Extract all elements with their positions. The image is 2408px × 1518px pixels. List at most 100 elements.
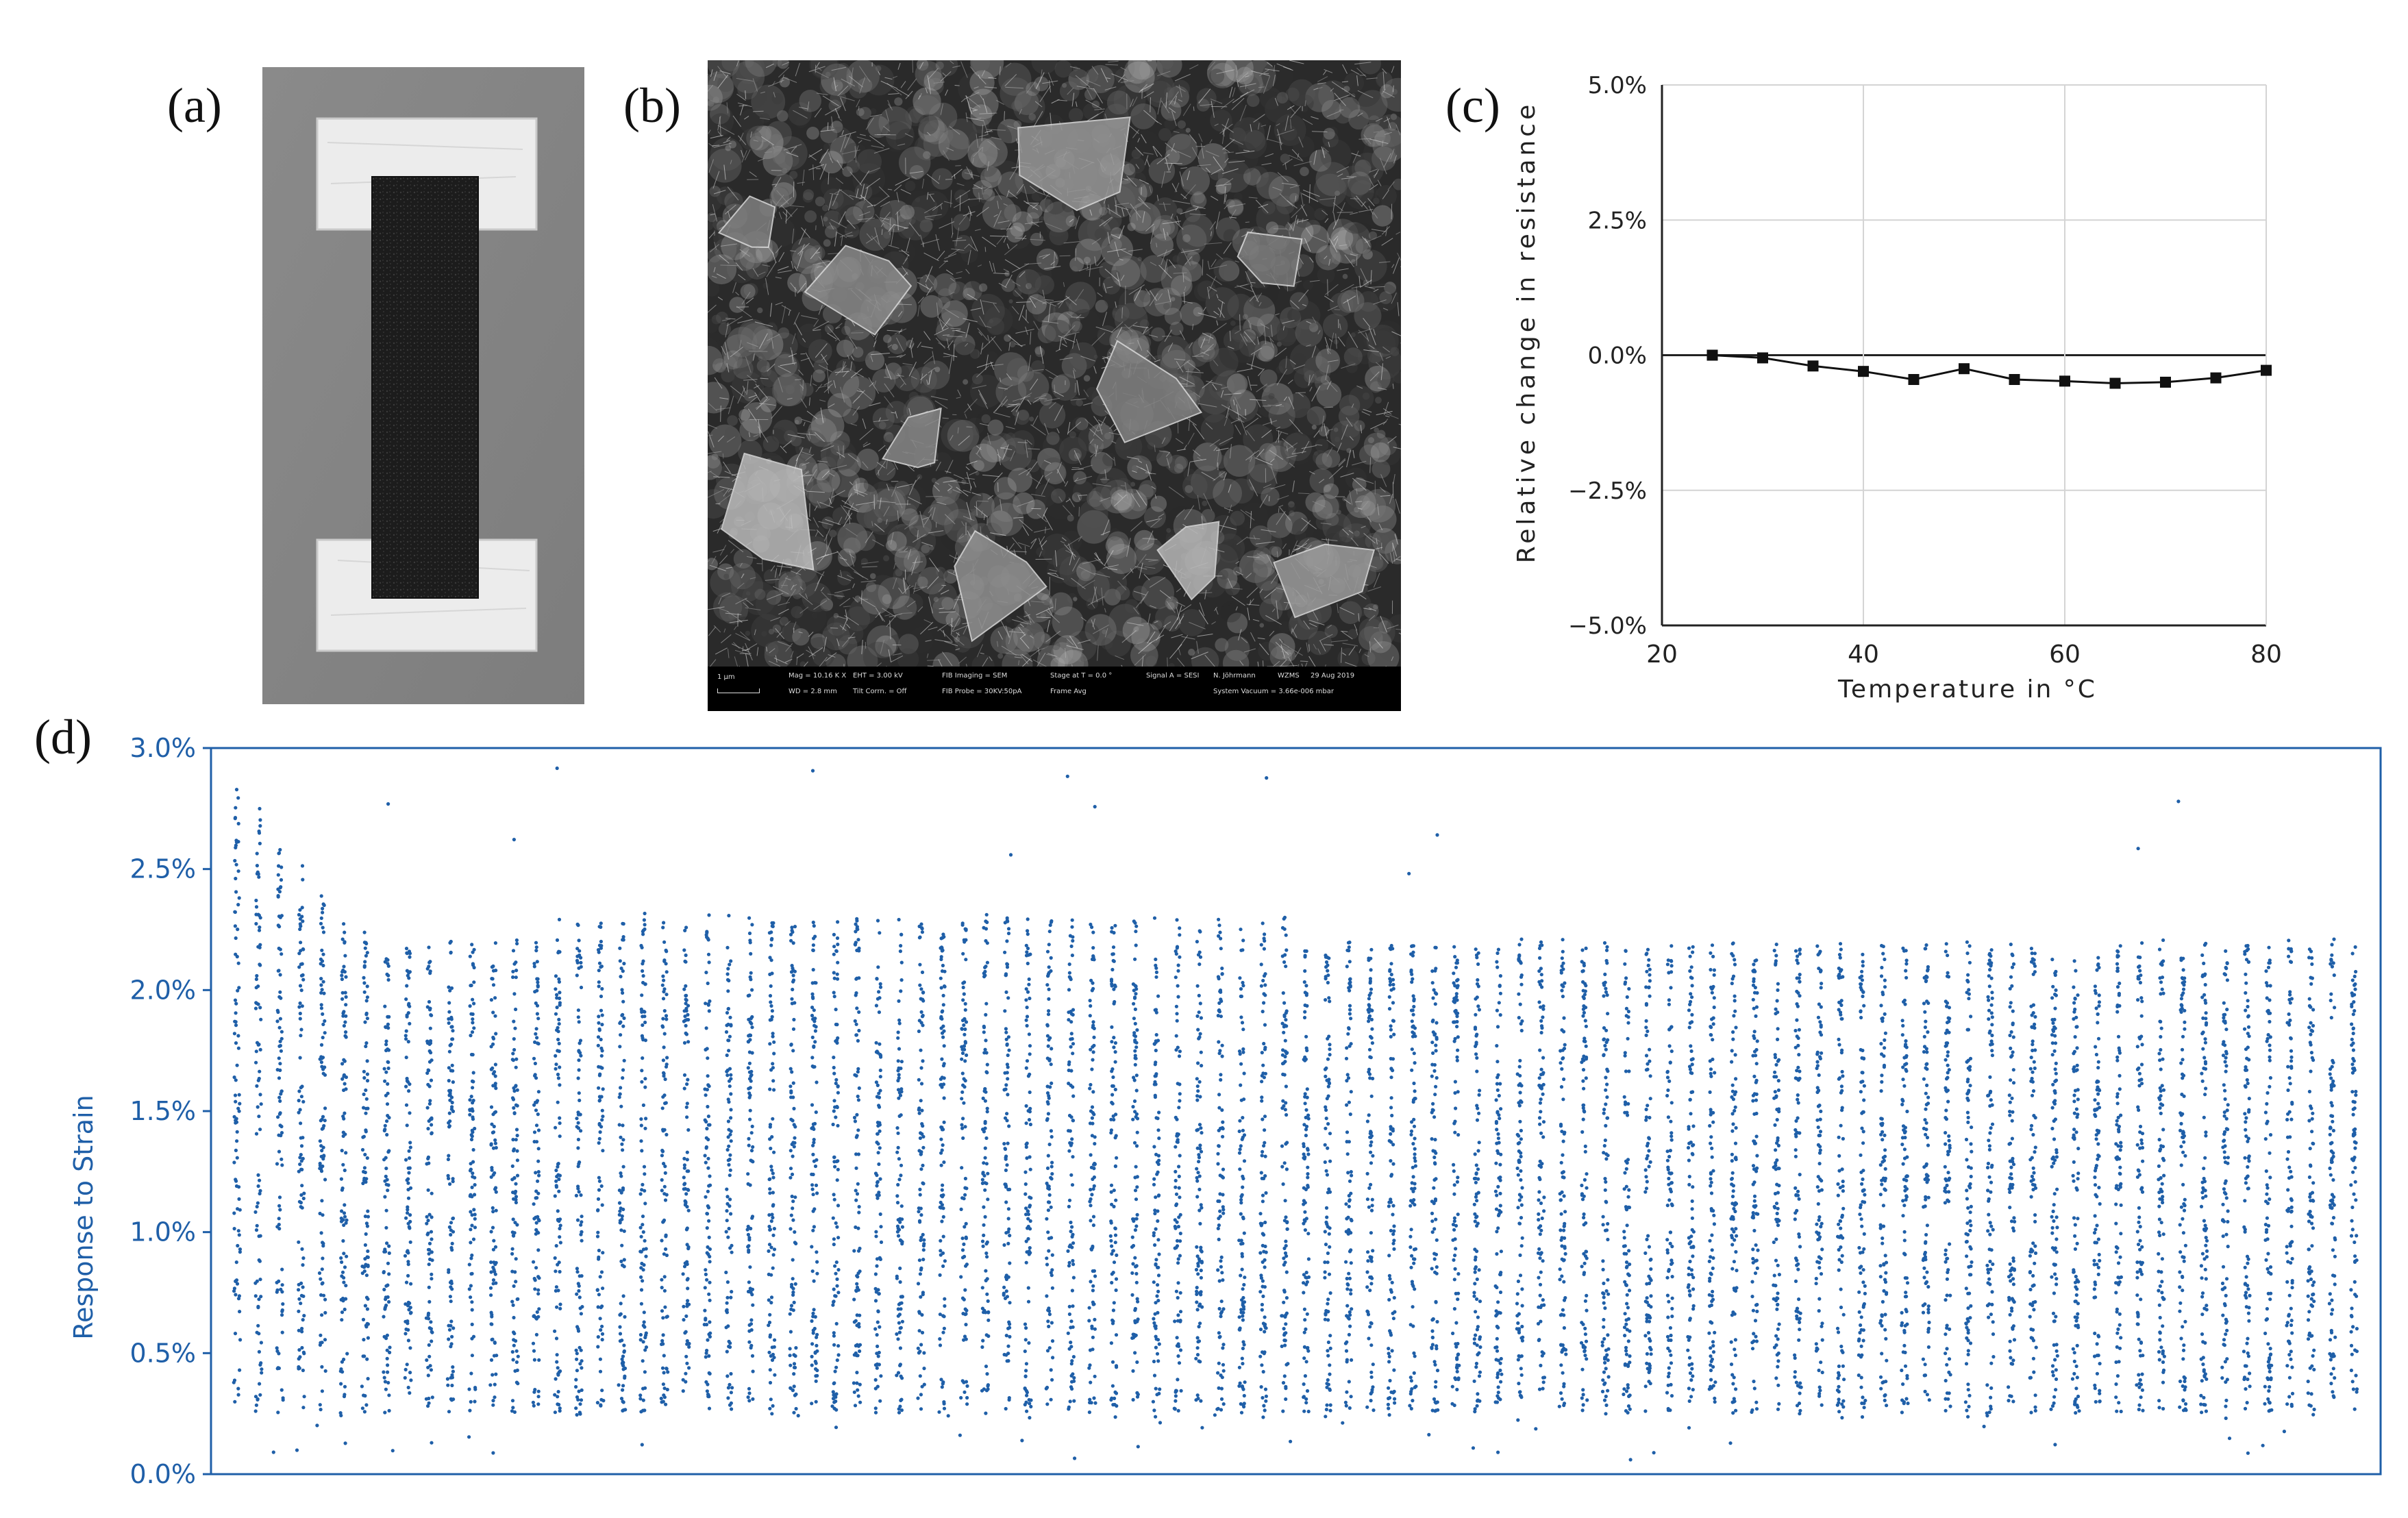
chart-d-point	[751, 1160, 754, 1163]
chart-d-point	[1174, 1407, 1177, 1410]
chart-d-point	[1195, 1167, 1198, 1171]
chart-d-point	[1178, 1054, 1181, 1058]
chart-d-point	[280, 952, 283, 956]
chart-d-point	[234, 1180, 238, 1183]
chart-d-point	[922, 1248, 926, 1252]
chart-d-point	[1367, 1113, 1371, 1117]
chart-c-xlabel: Temperature in °C	[1837, 675, 2097, 704]
chart-d-point	[404, 1332, 407, 1335]
chart-d-point	[598, 944, 601, 947]
chart-d-point	[1135, 1281, 1139, 1284]
chart-d-point	[899, 1173, 902, 1177]
chart-d-point	[941, 1195, 944, 1198]
chart-d-point	[297, 1283, 301, 1286]
chart-d-point	[234, 1002, 238, 1006]
chart-d-point	[641, 932, 645, 936]
chart-d-point	[1218, 1192, 1221, 1195]
chart-d-point	[771, 1117, 774, 1121]
chart-d-point	[408, 1225, 411, 1229]
chart-d-point	[408, 1391, 411, 1395]
chart-d-point	[1005, 1334, 1008, 1337]
chart-d-point	[833, 1294, 836, 1297]
chart-d-point	[1283, 953, 1287, 956]
chart-d-point	[771, 1234, 775, 1237]
chart-d-point	[834, 1078, 838, 1082]
chart-d-point	[472, 1071, 475, 1074]
chart-d-point	[384, 1175, 388, 1178]
chart-d-point	[597, 1035, 600, 1038]
chart-d-point	[321, 1244, 325, 1247]
chart-d-point	[1328, 1226, 1332, 1230]
chart-d-point	[1261, 1194, 1265, 1197]
chart-d-point	[1050, 1273, 1054, 1277]
chart-d-point	[725, 1219, 729, 1222]
chart-d-point	[558, 1134, 562, 1138]
chart-d-point	[408, 1149, 411, 1153]
chart-d-point	[660, 1178, 664, 1182]
chart-d-point	[277, 995, 281, 999]
chart-d-point	[686, 1040, 690, 1043]
chart-d-point	[558, 1235, 561, 1239]
chart-d-point	[236, 1064, 239, 1067]
chart-d-point	[1284, 1322, 1287, 1326]
chart-d-point	[665, 970, 669, 973]
chart-d-point	[513, 1410, 517, 1414]
chart-d-point	[1263, 1265, 1267, 1269]
chart-d-point	[874, 1272, 878, 1276]
chart-d-point	[386, 1082, 389, 1086]
chart-d-point	[343, 1169, 347, 1172]
chart-d-point	[427, 1252, 431, 1256]
chart-d-point	[1024, 1182, 1028, 1186]
chart-d-point	[1110, 1040, 1113, 1043]
chart-d-point	[1112, 952, 1115, 956]
chart-d-point	[1047, 1154, 1050, 1158]
chart-d-point	[856, 1286, 859, 1289]
chart-d-point	[789, 1043, 793, 1047]
chart-d-point	[558, 1004, 562, 1007]
chart-d-point	[789, 1227, 792, 1230]
chart-c-point	[2009, 374, 2020, 385]
chart-d-point	[408, 1371, 412, 1374]
chart-d-point	[986, 1319, 990, 1322]
chart-d-point	[662, 1333, 665, 1336]
chart-d-point	[408, 1167, 412, 1170]
chart-d-point	[812, 921, 815, 924]
chart-d-point	[255, 978, 258, 981]
chart-d-point	[1241, 1340, 1245, 1343]
chart-d-point	[300, 1184, 303, 1187]
chart-d-point	[1071, 1085, 1074, 1088]
chart-d-point	[1028, 1205, 1031, 1208]
chart-d-point	[941, 1143, 945, 1147]
chart-d-point	[596, 1345, 599, 1348]
chart-d-point	[426, 1157, 430, 1160]
chart-d-point	[555, 1285, 558, 1289]
chart-d-point	[1007, 1049, 1010, 1052]
chart-d-point	[1028, 1416, 1031, 1419]
chart-d-point	[450, 1248, 454, 1252]
chart-d-point	[682, 1157, 686, 1160]
chart-d-point	[471, 1021, 474, 1024]
chart-d-point	[621, 1076, 624, 1080]
chart-d-point	[1393, 1397, 1396, 1401]
chart-d-point	[1284, 1215, 1287, 1219]
chart-d-point	[555, 1244, 558, 1247]
chart-d-point	[1197, 1339, 1201, 1343]
chart-d-point	[1304, 1102, 1307, 1105]
chart-d-point	[1282, 1339, 1286, 1342]
chart-d-point	[814, 1374, 817, 1378]
chart-d-point	[301, 864, 304, 867]
chart-d-point	[1110, 968, 1114, 971]
chart-d-point	[236, 928, 239, 931]
chart-d-point	[427, 1069, 430, 1072]
chart-d-point	[1304, 1108, 1308, 1112]
chart-d-point	[983, 1181, 986, 1184]
chart-d-point	[1219, 1078, 1222, 1082]
chart-d-point	[640, 1235, 643, 1239]
chart-d-point	[319, 1278, 322, 1281]
chart-d-point	[1004, 1200, 1008, 1204]
chart-d-point	[1261, 921, 1265, 925]
chart-d-point	[1390, 973, 1393, 976]
chart-d-point	[408, 1082, 411, 1086]
chart-d-point	[1023, 1193, 1027, 1196]
chart-d-point	[557, 1162, 560, 1165]
